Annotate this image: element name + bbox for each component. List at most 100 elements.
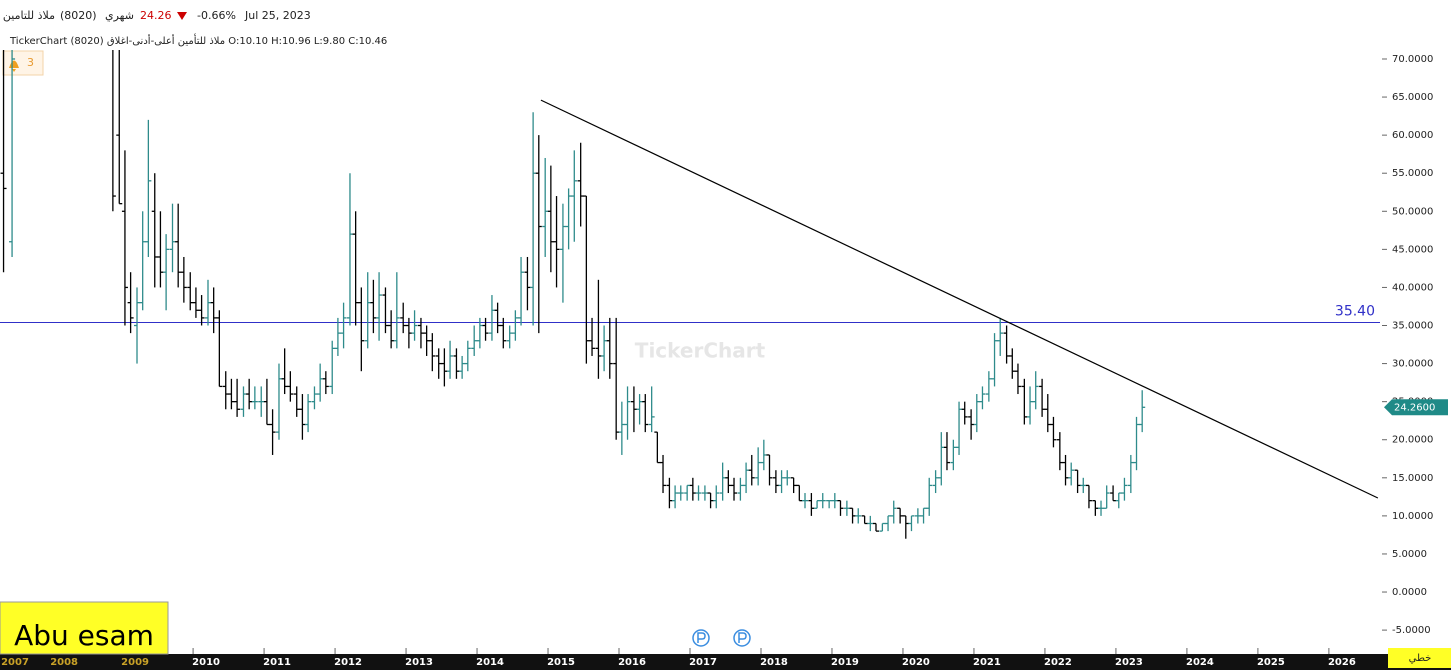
x-tick-label: 2026 xyxy=(1328,657,1356,668)
ohlc-bar xyxy=(689,477,696,501)
y-tick-label: 15.0000 xyxy=(1392,473,1433,484)
ohlc-bar xyxy=(453,348,460,379)
date: Jul 25, 2023 xyxy=(244,9,311,22)
ohlc-bar xyxy=(476,317,483,349)
ohlc-bar xyxy=(9,50,16,257)
ohlc-bar xyxy=(849,507,856,524)
ohlc-bar xyxy=(393,272,400,349)
ohlc-bar xyxy=(364,272,371,349)
ohlc-bar xyxy=(1062,454,1069,486)
ohlc-bar xyxy=(897,507,904,524)
x-tick-label: 2007 xyxy=(1,657,29,668)
ohlc-bar xyxy=(1103,485,1110,509)
ohlc-bar xyxy=(269,409,276,455)
ohlc-bar xyxy=(388,310,395,349)
ohlc-bar xyxy=(464,340,471,372)
ohlc-bar xyxy=(672,485,679,509)
ohlc-bar xyxy=(180,256,187,303)
ohlc-bar xyxy=(222,371,229,410)
ohlc-bar xyxy=(1032,371,1039,410)
x-axis: 2007 2008 2009 2010 2011 2012 2013 2014 2015 2016… xyxy=(1,648,1356,668)
y-tick-label: 60.0000 xyxy=(1392,130,1433,141)
ohlc-bar xyxy=(902,515,909,539)
axes: -5.0000 0.0000 5.0000 10.0000 15.0000 20.0000… xyxy=(1335,54,1448,636)
ohlc-bar xyxy=(145,119,152,257)
ohlc-bar xyxy=(187,272,194,311)
ohlc-bar xyxy=(1092,500,1099,516)
ohlc-bar xyxy=(660,454,667,494)
x-tick-label: 2010 xyxy=(192,657,220,668)
ohlc-bar xyxy=(1133,416,1140,471)
ohlc-bar xyxy=(624,386,631,440)
ohlc-bar xyxy=(370,279,377,334)
x-tick-label: 2008 xyxy=(50,657,78,668)
ohlc-bar xyxy=(204,279,211,326)
legend-line: TickerChart ملاذ للتأمين أعلى-أدنى-اغلاق… xyxy=(9,33,387,47)
ohlc-bar xyxy=(198,295,205,326)
ohlc-bar xyxy=(784,470,791,486)
ohlc-bar xyxy=(684,484,691,501)
change: -0.66% xyxy=(197,9,236,22)
ohlc-bar xyxy=(216,310,223,388)
ohlc-bar xyxy=(654,431,661,464)
x-tick-label: 2017 xyxy=(689,657,717,668)
ohlc-bar xyxy=(322,371,329,395)
ohlc-bar xyxy=(985,371,992,402)
ohlc-bar xyxy=(914,508,921,524)
ohlc-bar xyxy=(642,394,649,433)
ohlc-bar xyxy=(542,157,549,257)
y-tick-label: 10.0000 xyxy=(1392,511,1433,522)
x-tick-label: 2013 xyxy=(405,657,433,668)
x-tick-label: 2019 xyxy=(831,657,859,668)
x-tick-label: 2022 xyxy=(1044,657,1072,668)
ohlc-bar xyxy=(228,378,235,410)
ohlc-bar xyxy=(968,409,975,440)
ohlc-bar xyxy=(571,150,578,242)
y-tick-label: 30.0000 xyxy=(1392,359,1433,370)
x-tick-label: 2011 xyxy=(263,657,291,668)
ohlc-bar xyxy=(938,432,945,486)
ohlc-bar xyxy=(169,203,176,273)
horizontal-level-label: 35.40 xyxy=(1335,303,1375,319)
x-tick-label: 2025 xyxy=(1257,657,1285,668)
ohlc-bar xyxy=(636,394,643,425)
ohlc-bar xyxy=(606,317,613,379)
ohlc-bar xyxy=(701,485,708,501)
ohlc-bar xyxy=(423,325,430,356)
period: شهري xyxy=(105,9,134,22)
y-tick-label: 65.0000 xyxy=(1392,92,1433,103)
ohlc-bar xyxy=(843,500,850,516)
ohlc-bar xyxy=(435,348,442,379)
ohlc-bar xyxy=(867,515,874,532)
ohlc-bar xyxy=(1121,477,1128,501)
y-tick-label: 5.0000 xyxy=(1392,549,1427,560)
mode-box[interactable] xyxy=(1388,648,1451,668)
event-glyph xyxy=(697,632,706,643)
ohlc-bar xyxy=(417,317,424,349)
ohlc-bar xyxy=(1039,378,1046,417)
symbol-name: ملاذ للتامين xyxy=(3,9,55,22)
ohlc-bar xyxy=(317,363,324,402)
y-tick-label: 45.0000 xyxy=(1392,244,1433,255)
ohlc-bar xyxy=(405,317,412,349)
ohlc-bar xyxy=(1027,386,1034,425)
ohlc-bar xyxy=(447,340,454,379)
ohlc-bar xyxy=(134,287,141,364)
ohlc-bar xyxy=(151,173,158,288)
ohlc-bar xyxy=(677,485,684,501)
mode-label: خطي xyxy=(1409,653,1432,664)
ohlc-bar xyxy=(855,508,862,524)
ohlc-bar xyxy=(991,333,998,387)
ohlc-bar xyxy=(772,470,779,494)
ohlc-bar xyxy=(1080,477,1087,494)
ohlc-bar xyxy=(1068,462,1075,486)
ohlc-bar xyxy=(1115,492,1122,509)
ohlc-bar xyxy=(1056,432,1063,471)
x-tick-label: 2024 xyxy=(1186,657,1214,668)
ohlc-bar xyxy=(707,492,714,509)
alert-box[interactable] xyxy=(2,50,44,76)
trend-line xyxy=(540,99,1379,499)
ohlc-bar xyxy=(577,142,584,227)
last-price-label: 24.2600 xyxy=(1394,402,1435,413)
